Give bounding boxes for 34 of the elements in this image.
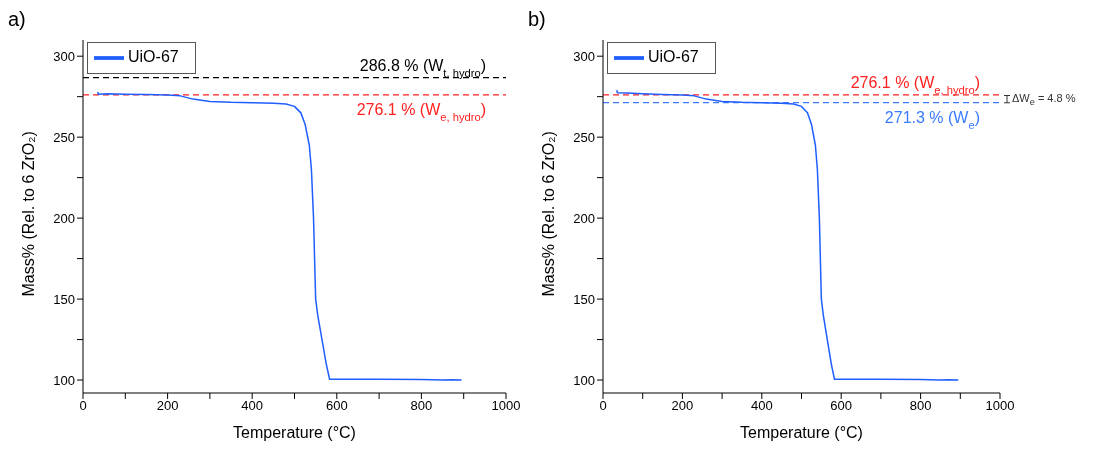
- chart-title: b): [528, 8, 546, 31]
- x-tick-label: 200: [156, 398, 179, 414]
- x-tick-label: 600: [325, 398, 348, 414]
- x-tick-label: 0: [599, 398, 607, 414]
- x-tick-label: 600: [830, 398, 853, 414]
- x-tick-label: 400: [241, 398, 264, 414]
- y-tick-label: 200: [53, 210, 75, 226]
- x-axis-title: Temperature (°C): [740, 424, 863, 441]
- x-tick-label: 800: [909, 398, 932, 414]
- y-tick-label: 200: [573, 210, 595, 226]
- x-tick-label: 1000: [985, 398, 1015, 414]
- text: ΔW$_{e}$ = 4.8 %: [1012, 91, 1076, 107]
- x-tick-label: 400: [750, 398, 773, 414]
- y-tick-label: 250: [53, 129, 75, 145]
- y-axis-title: Mass% (Rel. to 6 ZrO₂): [19, 131, 37, 297]
- y-axis-title: Mass% (Rel. to 6 ZrO₂): [539, 131, 557, 297]
- ref-line-label: 271.3 % (W$_{e}$): [884, 108, 980, 131]
- chart-title: a): [8, 8, 26, 31]
- x-axis-title: Temperature (°C): [233, 424, 356, 441]
- x-tick-label: 1000: [491, 398, 521, 414]
- y-tick-label: 100: [53, 372, 75, 388]
- legend-label: UiO-67: [128, 48, 179, 66]
- x-tick-label: 800: [410, 398, 433, 414]
- ref-line-label: 276.1 % (W$_{e, hydro}$): [356, 100, 486, 123]
- ref-line-label: 276.1 % (W$_{e, hydro}$): [850, 73, 980, 96]
- x-tick-label: 200: [671, 398, 694, 414]
- y-tick-label: 300: [53, 48, 75, 64]
- x-tick-label: 0: [79, 398, 87, 414]
- y-tick-label: 100: [573, 372, 595, 388]
- y-tick-label: 150: [573, 291, 595, 307]
- y-tick-label: 300: [573, 48, 595, 64]
- y-tick-label: 150: [53, 291, 75, 307]
- legend-label: UiO-67: [648, 48, 699, 66]
- y-tick-label: 250: [573, 129, 595, 145]
